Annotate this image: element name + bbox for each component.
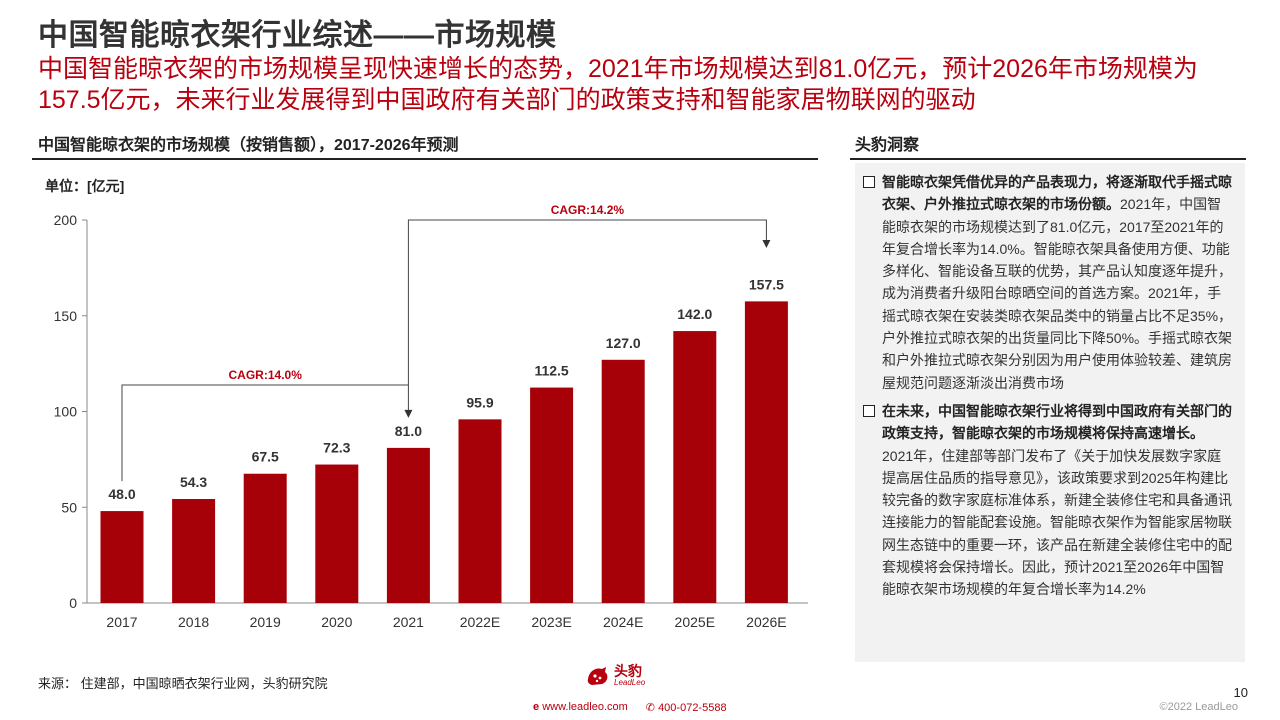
insight-point-1: 智能晾衣架凭借优异的产品表现力，将逐渐取代手摇式晾衣架、户外推拉式晾衣架的市场份… bbox=[863, 171, 1235, 394]
bar bbox=[172, 499, 216, 603]
data-label: 54.3 bbox=[180, 474, 207, 490]
bar bbox=[386, 447, 430, 603]
data-label: 48.0 bbox=[108, 486, 135, 502]
cagr-bracket bbox=[121, 384, 409, 482]
bar bbox=[243, 473, 287, 603]
data-label: 127.0 bbox=[606, 335, 641, 351]
contact-info: e www.leadleo.com ✆ 400-072-5588 bbox=[533, 701, 727, 714]
x-tick-label: 2019 bbox=[250, 614, 281, 630]
cagr-arrow-icon bbox=[404, 409, 413, 418]
website-group: e www.leadleo.com bbox=[533, 701, 628, 714]
x-tick-label: 2026E bbox=[746, 614, 786, 630]
phone-number: 400-072-5588 bbox=[658, 702, 727, 714]
y-tick-label: 100 bbox=[54, 404, 78, 420]
cagr-label: CAGR:14.2% bbox=[551, 203, 625, 217]
web-icon: e bbox=[533, 701, 540, 713]
x-tick-label: 2020 bbox=[321, 614, 352, 630]
insight-point-body: 智能晾衣架凭借优异的产品表现力，将逐渐取代手摇式晾衣架、户外推拉式晾衣架的市场份… bbox=[882, 171, 1235, 394]
x-tick-label: 2024E bbox=[603, 614, 643, 630]
insight-point-2-bold: 在未来，中国智能晾衣架行业将得到中国政府有关部门的政策支持，智能晾衣架的市场规模… bbox=[882, 402, 1232, 442]
x-tick-label: 2021 bbox=[393, 614, 424, 630]
leadleo-logo: 头豹 LeadLeo bbox=[586, 664, 645, 687]
bar bbox=[601, 359, 645, 603]
data-label: 72.3 bbox=[323, 440, 350, 456]
page-number: 10 bbox=[1233, 685, 1248, 700]
bar bbox=[673, 331, 717, 603]
market-size-bar-chart: 单位：[亿元] 0 50 100 150 200 48.0 2017 54.3 2018 67.5 2… bbox=[45, 178, 808, 630]
x-tick-label: 2025E bbox=[675, 614, 715, 630]
source-note: 来源： 住建部，中国晾晒衣架行业网，头豹研究院 bbox=[38, 676, 328, 691]
bar bbox=[744, 301, 788, 603]
y-tick-label: 200 bbox=[54, 212, 78, 228]
bar bbox=[530, 387, 574, 603]
slide-subtitle: 中国智能晾衣架的市场规模呈现快速增长的态势，2021年市场规模达到81.0亿元，… bbox=[38, 55, 1198, 114]
checkbox-bullet-icon bbox=[863, 176, 875, 188]
insight-point-2-text: 2021年，住建部等部门发布了《关于加快发展数字家庭 提高居住品质的指导意见》，… bbox=[882, 447, 1232, 598]
insights-section-rule bbox=[850, 158, 1246, 160]
leopard-logo-icon bbox=[587, 666, 608, 685]
x-tick-label: 2022E bbox=[460, 614, 500, 630]
cagr-bracket bbox=[407, 219, 767, 385]
slide-title: 中国智能晾衣架行业综述——市场规模 bbox=[38, 19, 557, 52]
insight-point-1-text: 2021年，中国智能晾衣架的市场规模达到了81.0亿元，2017至2021年的年… bbox=[882, 196, 1233, 391]
data-label: 95.9 bbox=[466, 394, 493, 410]
data-label: 81.0 bbox=[395, 423, 422, 439]
x-tick-label: 2018 bbox=[178, 614, 209, 630]
cagr-label: CAGR:14.0% bbox=[229, 368, 303, 382]
y-tick-label: 0 bbox=[69, 595, 77, 611]
chart-section-rule bbox=[32, 158, 818, 160]
bar bbox=[458, 419, 502, 603]
phone-icon: ✆ bbox=[645, 702, 655, 714]
checkbox-bullet-icon bbox=[863, 404, 875, 417]
logo-subtext: LeadLeo bbox=[614, 678, 646, 687]
bar bbox=[100, 511, 144, 603]
chart-section-title: 中国智能晾衣架的市场规模（按销售额），2017-2026年预测 bbox=[38, 137, 459, 154]
insight-point-2: 在未来，中国智能晾衣架行业将得到中国政府有关部门的政策支持，智能晾衣架的市场规模… bbox=[863, 400, 1235, 601]
insight-point-body: 在未来，中国智能晾衣架行业将得到中国政府有关部门的政策支持，智能晾衣架的市场规模… bbox=[882, 400, 1235, 601]
y-tick-label: 150 bbox=[54, 308, 78, 324]
insights-heading: 头豹洞察 bbox=[855, 137, 920, 154]
website-link[interactable]: www.leadleo.com bbox=[542, 701, 628, 713]
data-label: 157.5 bbox=[749, 276, 784, 292]
insight-point-1-bold: 智能晾衣架凭借优异的产品表现力，将逐渐取代手摇式晾衣架、户外推拉式晾衣架的市场份… bbox=[882, 174, 1232, 213]
logo-text: 头豹 bbox=[614, 663, 642, 679]
x-tick-label: 2017 bbox=[106, 614, 137, 630]
insights-panel: 智能晾衣架凭借优异的产品表现力，将逐渐取代手摇式晾衣架、户外推拉式晾衣架的市场份… bbox=[855, 163, 1245, 662]
bar bbox=[315, 464, 359, 603]
y-tick-label: 50 bbox=[61, 499, 77, 515]
y-unit-label: 单位：[亿元] bbox=[45, 178, 124, 194]
data-label: 112.5 bbox=[534, 363, 568, 379]
cagr-arrow-icon bbox=[762, 240, 771, 248]
data-label: 67.5 bbox=[252, 449, 279, 465]
x-tick-label: 2023E bbox=[531, 614, 571, 630]
data-label: 142.0 bbox=[677, 306, 712, 322]
phone-group: ✆ 400-072-5588 bbox=[646, 701, 727, 714]
copyright: ©2022 LeadLeo bbox=[1159, 701, 1238, 713]
